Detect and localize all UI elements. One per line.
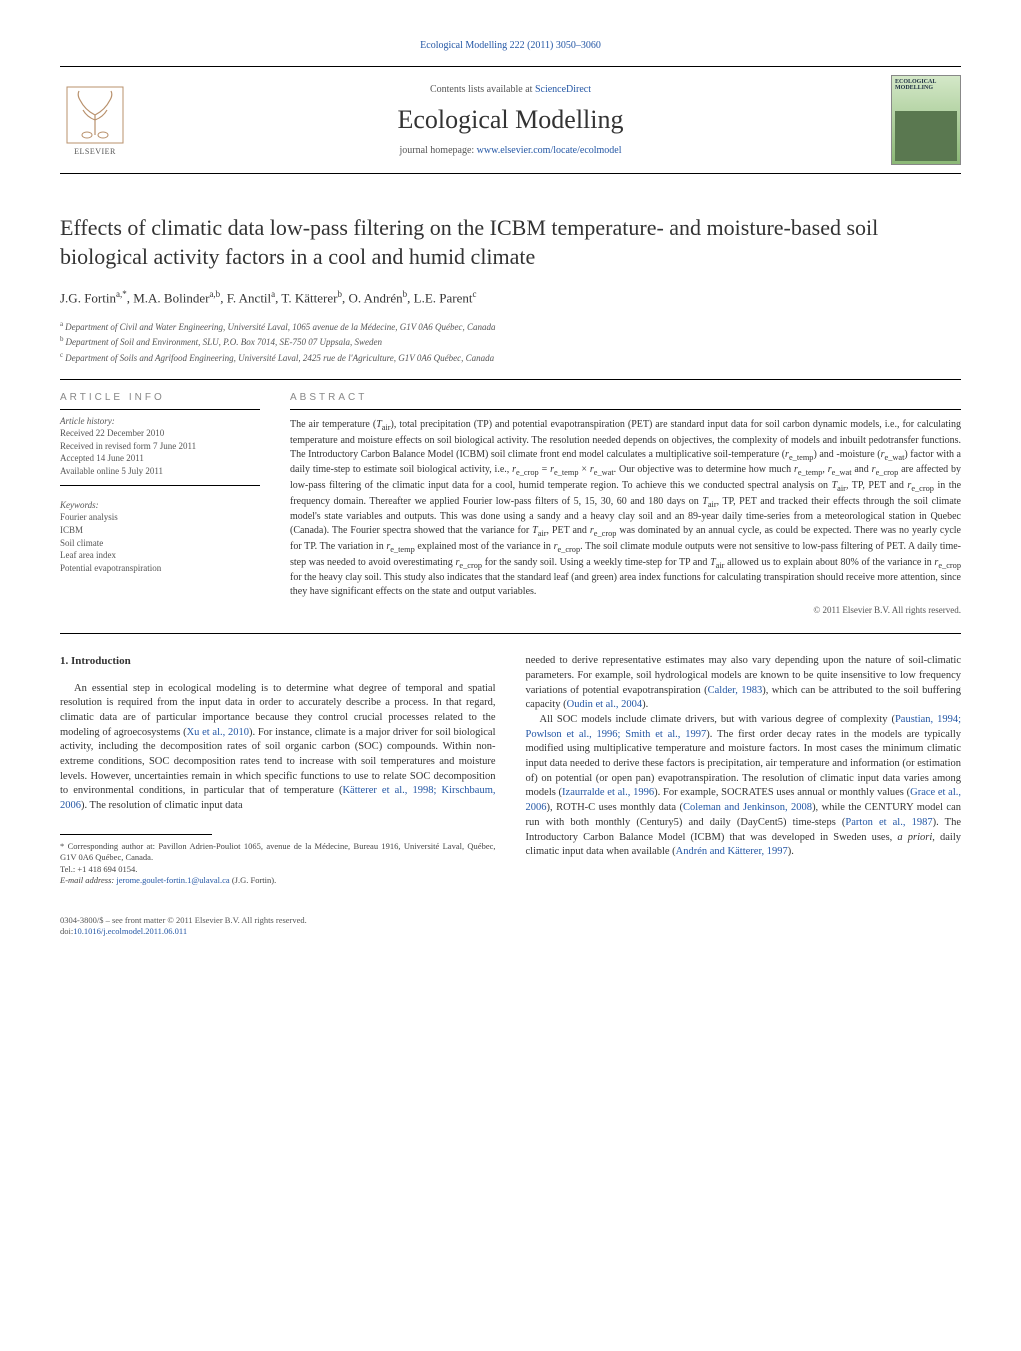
history-line: Received 22 December 2010 [60,427,260,440]
running-header: Ecological Modelling 222 (2011) 3050–306… [60,40,961,51]
contents-line: Contents lists available at ScienceDirec… [130,84,891,95]
footnote-rule [60,834,212,835]
homepage-line: journal homepage: www.elsevier.com/locat… [130,145,891,156]
history-label: Article history: [60,416,260,426]
affiliations-block: aDepartment of Civil and Water Engineeri… [60,319,961,366]
sciencedirect-link[interactable]: ScienceDirect [535,84,591,95]
abstract-text: The air temperature (Tair), total precip… [290,418,961,599]
journal-name: Ecological Modelling [130,105,891,135]
section-heading-intro: 1. Introduction [60,654,496,669]
publisher-wordmark: ELSEVIER [74,147,116,156]
citation-link[interactable]: Ecological Modelling 222 (2011) 3050–306… [420,40,601,51]
provider-block: ELSEVIER Contents lists available at Sci… [60,75,961,165]
affiliation-line: bDepartment of Soil and Environment, SLU… [60,334,961,350]
footer-meta: 0304-3800/$ – see front matter © 2011 El… [60,915,496,937]
abstract-heading: ABSTRACT [290,392,961,403]
abstract-copyright: © 2011 Elsevier B.V. All rights reserved… [290,605,961,615]
keyword-item: ICBM [60,524,260,537]
meta-abstract-row: ARTICLE INFO Article history: Received 2… [60,392,961,615]
intro-para-3: All SOC models include climate drivers, … [526,713,962,860]
rule-abstract [290,409,961,410]
article-info-column: ARTICLE INFO Article history: Received 2… [60,392,260,615]
keyword-item: Leaf area index [60,549,260,562]
keywords-label: Keywords: [60,500,260,510]
body-two-column: 1. Introduction An essential step in eco… [60,654,961,937]
journal-cover-thumb: ECOLOGICAL MODELLING [891,75,961,165]
authors-line: J.G. Fortina,*, M.A. Bolindera,b, F. Anc… [60,289,961,306]
abstract-column: ABSTRACT The air temperature (Tair), tot… [290,392,961,615]
intro-para-1: An essential step in ecological modeling… [60,682,496,814]
publisher-logo: ELSEVIER [60,80,130,160]
rule-top [60,66,961,67]
article-title: Effects of climatic data low-pass filter… [60,214,961,271]
rule-above-meta [60,379,961,380]
rule-below-abstract [60,633,961,634]
rule-info [60,409,260,410]
history-line: Available online 5 July 2011 [60,465,260,478]
keyword-item: Fourier analysis [60,511,260,524]
rule-below-provider [60,173,961,174]
keyword-item: Soil climate [60,537,260,550]
body-column-left: 1. Introduction An essential step in eco… [60,654,496,937]
corr-email-link[interactable]: jerome.goulet-fortin.1@ulaval.ca [116,875,229,885]
intro-para-2: needed to derive representative estimate… [526,654,962,713]
elsevier-tree-icon [65,85,125,145]
journal-homepage-link[interactable]: www.elsevier.com/locate/ecolmodel [477,145,622,156]
doi-link[interactable]: 10.1016/j.ecolmodel.2011.06.011 [73,926,187,936]
corresponding-author-footnote: * Corresponding author at: Pavillon Adri… [60,841,496,887]
article-info-heading: ARTICLE INFO [60,392,260,403]
body-column-right: needed to derive representative estimate… [526,654,962,937]
affiliation-line: cDepartment of Soils and Agrifood Engine… [60,350,961,366]
affiliation-line: aDepartment of Civil and Water Engineeri… [60,319,961,335]
history-line: Received in revised form 7 June 2011 [60,440,260,453]
journal-header-center: Contents lists available at ScienceDirec… [130,84,891,156]
keyword-item: Potential evapotranspiration [60,562,260,575]
rule-kw [60,485,260,486]
history-line: Accepted 14 June 2011 [60,452,260,465]
